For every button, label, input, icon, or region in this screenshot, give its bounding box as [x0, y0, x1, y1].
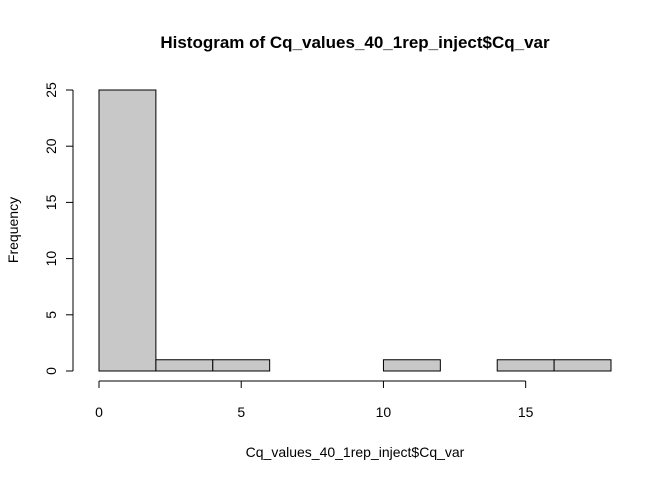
- y-tick-label-0: 0: [43, 367, 59, 375]
- y-axis-label: Frequency: [5, 197, 21, 263]
- y-tick-label-4: 20: [43, 138, 59, 154]
- y-tick-label-1: 5: [43, 311, 59, 319]
- histogram-bars: [98, 89, 612, 372]
- y-tick-label-3: 15: [43, 194, 59, 210]
- x-axis: 0 5 10 15: [95, 380, 534, 420]
- x-tick-label-3: 15: [518, 404, 534, 420]
- y-tick-label-5: 25: [43, 82, 59, 98]
- histogram-bar-2: [212, 359, 271, 372]
- histogram-bar-7: [496, 359, 555, 372]
- histogram-bar-1: [155, 359, 214, 372]
- y-tick-label-2: 10: [43, 251, 59, 267]
- histogram-bar-8: [553, 359, 612, 372]
- chart-title: Histogram of Cq_values_40_1rep_inject$Cq…: [160, 33, 550, 52]
- x-tick-label-2: 10: [376, 404, 392, 420]
- x-axis-label: Cq_values_40_1rep_inject$Cq_var: [246, 444, 465, 460]
- histogram-bar-0: [98, 89, 157, 372]
- y-axis: 0 5 10 15 20 25: [43, 82, 74, 375]
- x-tick-label-1: 5: [237, 404, 245, 420]
- x-tick-label-0: 0: [95, 404, 103, 420]
- histogram-bar-5: [382, 359, 441, 372]
